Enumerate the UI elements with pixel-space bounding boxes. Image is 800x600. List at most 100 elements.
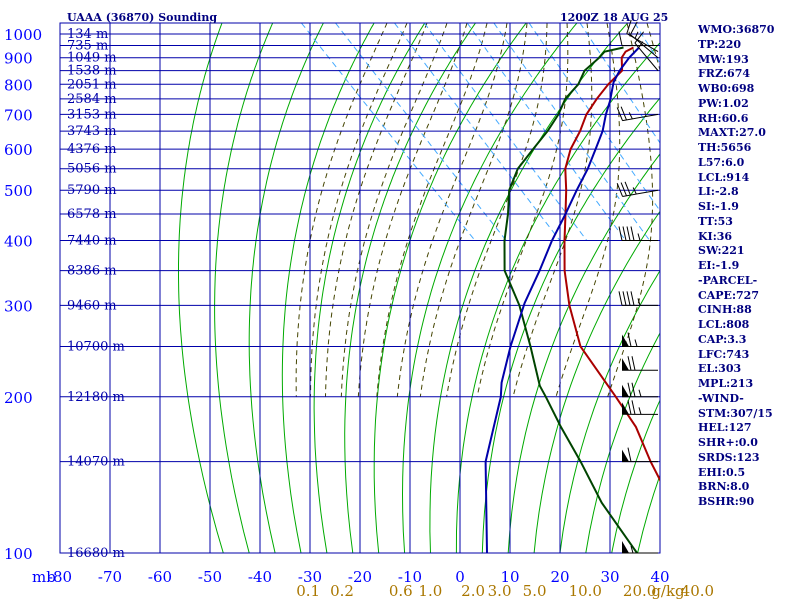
temperature-tick-label: 0 (455, 568, 465, 586)
temperature-tick-label: -50 (198, 568, 222, 586)
wind-barb-feather (618, 226, 623, 241)
sounding-index: MPL:213 (698, 377, 754, 390)
temperature-tick-label: 10 (500, 568, 519, 586)
mixing-ratio-line (301, 23, 476, 241)
wind-barb (621, 356, 659, 371)
wind-barb-half-feather (630, 545, 634, 554)
pressure-tick-label: 300 (4, 297, 33, 315)
wind-barb-feather (630, 226, 635, 241)
height-label: 6578 m (67, 207, 117, 222)
axis-labels: 0.1 0.2 0.6 1.0 2.0 3.0 5.0 10.0 20.0 40.0g/kg 166… (4, 26, 714, 600)
pressure-tick-label: 600 (4, 141, 33, 159)
dewpoint-trace (503, 46, 638, 553)
moist-adiabat-line (607, 23, 654, 397)
sounding-index: MAXT:27.0 (698, 126, 766, 140)
mixing-ratio-tick-label: 40.0 (681, 582, 714, 600)
wind-barb-feather (618, 291, 623, 306)
sounding-index: LFC:743 (698, 347, 750, 361)
height-label: 10700 m (67, 339, 125, 354)
wind-barb (621, 447, 659, 463)
wind-barb-feather (627, 332, 632, 347)
wind-barb (621, 332, 659, 347)
temperature-tick-label: 40 (650, 568, 669, 586)
mixing-ratio-tick-label: 1.0 (418, 582, 442, 600)
wind-barb-feather (629, 21, 638, 35)
sounding-index: KI:36 (698, 229, 733, 243)
height-label: 9460 m (67, 298, 117, 313)
wind-barb-feather (618, 31, 623, 46)
mixing-ratio-tick-label: 0.6 (389, 582, 413, 600)
height-label: 3153 m (67, 107, 117, 122)
wind-barb-half-feather (628, 112, 633, 120)
mixing-ratio-line (335, 23, 507, 241)
temperature-tick-label: -70 (98, 568, 122, 586)
pressure-tick-label: 1000 (4, 26, 42, 44)
sounding-index: EHI:0.5 (698, 465, 746, 479)
parcel-trace (484, 46, 640, 553)
sounding-index: CAP:3.3 (698, 332, 747, 346)
dry-adiabat-line (281, 23, 375, 553)
wind-barb-feather (631, 382, 636, 397)
dry-adiabat-line (533, 210, 660, 553)
pressure-tick-label: 100 (4, 545, 33, 563)
sounding-index: SRDS:123 (698, 450, 760, 464)
height-label: 735 m (67, 39, 108, 54)
sounding-index: CAPE:727 (698, 288, 759, 302)
temperature-tick-label: -60 (148, 568, 172, 586)
pressure-tick-label: 400 (4, 233, 33, 251)
mixing-ratio-line (528, 23, 660, 212)
sounding-traces (484, 46, 660, 553)
wind-barb (634, 31, 659, 71)
moist-adiabat-line (476, 23, 569, 397)
wind-barb-feather (634, 31, 645, 44)
sounding-index: LI:-2.8 (698, 185, 739, 199)
wind-barb (621, 382, 659, 398)
mixing-ratio-unit: g/kg (651, 582, 685, 600)
wind-barb-feather (626, 226, 631, 241)
wind-barb-pennant (622, 402, 629, 415)
wind-barb-half-feather (638, 41, 644, 48)
height-label: 2051 m (67, 77, 117, 92)
temperature-tick-label: -30 (298, 568, 322, 586)
wind-barb-half-feather (634, 31, 639, 39)
sounding-index: WB0:698 (698, 82, 755, 95)
temperature-tick-label: 20 (550, 568, 569, 586)
sounding-index: HEL:127 (698, 421, 752, 435)
mixing-ratio-tick-label: 20.0 (623, 582, 656, 600)
moist-adiabat-line (512, 23, 593, 397)
wind-barb (621, 400, 659, 415)
wind-barb-feather (631, 400, 636, 415)
moist-adiabat-line (646, 23, 660, 73)
wind-barb (616, 106, 659, 122)
temperature-tick-label: -40 (248, 568, 272, 586)
moist-adiabat-line (325, 23, 428, 397)
wind-barb-feather (622, 226, 627, 241)
wind-barb (629, 21, 659, 59)
sounding-index: RH:60.6 (698, 111, 749, 125)
temperature-tick-label: 30 (600, 568, 619, 586)
moist-adiabat-line (310, 23, 408, 397)
moist-adiabats (295, 23, 660, 397)
mixing-ratio-tick-label: 5.0 (523, 582, 547, 600)
sounding-index: CINH:88 (698, 303, 752, 317)
sounding-index: PW:1.02 (698, 96, 749, 110)
mixing-ratio-tick-label: 10.0 (569, 582, 602, 600)
height-label: 12180 m (67, 390, 125, 405)
pressure-tick-label: 800 (4, 76, 33, 94)
wind-barb-pennant (622, 384, 629, 397)
mixing-ratio-tick-label: 3.0 (488, 582, 512, 600)
wind-barb-feather (627, 382, 632, 397)
sounding-index: TT:53 (698, 214, 733, 228)
sounding-index: EI:-1.9 (698, 259, 740, 272)
pressure-tick-label: 700 (4, 106, 33, 124)
dry-adiabat-line (481, 97, 660, 553)
wind-barb-feather (626, 19, 632, 34)
pressure-tick-label: 500 (4, 182, 33, 200)
sounding-index: TP:220 (698, 37, 742, 51)
sounding-index: L57:6.0 (698, 155, 745, 169)
dry-adiabat-line (214, 23, 274, 553)
sounding-index: FRZ:674 (698, 67, 751, 81)
mixing-ratio-line (579, 23, 660, 144)
wind-barb-feather (631, 356, 636, 371)
